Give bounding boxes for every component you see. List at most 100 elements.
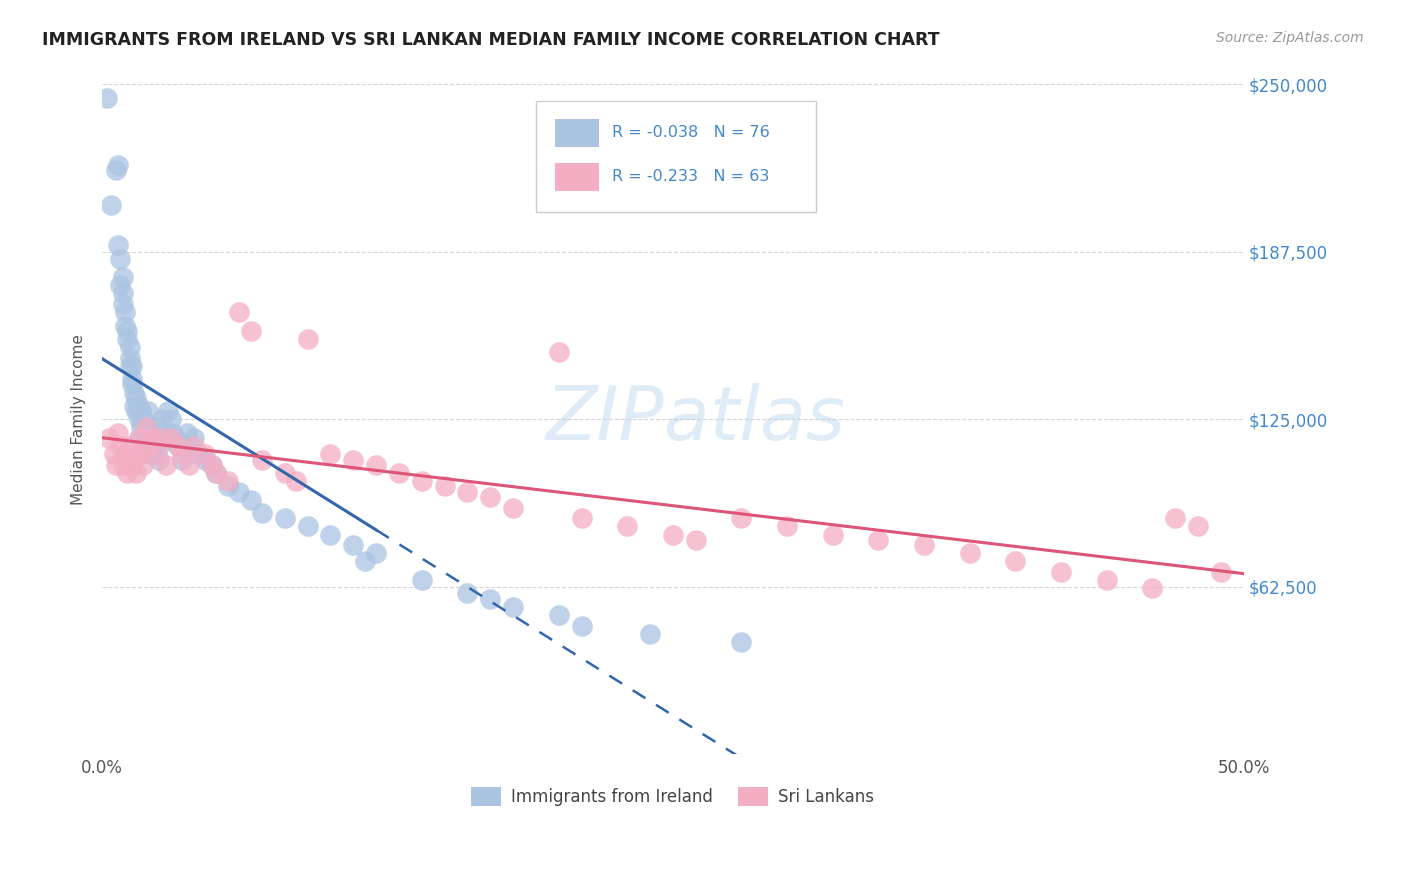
- Point: [571, 511, 593, 525]
- Point: [319, 447, 342, 461]
- Point: [121, 458, 143, 472]
- Point: [172, 447, 194, 461]
- Point: [117, 332, 139, 346]
- Point: [141, 447, 163, 461]
- Point: [776, 519, 799, 533]
- Point: [730, 634, 752, 648]
- Point: [239, 492, 262, 507]
- Point: [1004, 554, 1026, 568]
- Point: [98, 431, 121, 445]
- Point: [114, 318, 136, 333]
- Point: [502, 599, 524, 614]
- Point: [128, 431, 150, 445]
- Text: Source: ZipAtlas.com: Source: ZipAtlas.com: [1216, 31, 1364, 45]
- Point: [183, 431, 205, 445]
- Y-axis label: Median Family Income: Median Family Income: [72, 334, 86, 505]
- Point: [104, 458, 127, 472]
- Point: [342, 452, 364, 467]
- Point: [136, 431, 159, 445]
- Point: [129, 404, 152, 418]
- Point: [228, 305, 250, 319]
- Point: [96, 91, 118, 105]
- Point: [250, 452, 273, 467]
- Point: [411, 474, 433, 488]
- Point: [285, 474, 308, 488]
- Point: [342, 538, 364, 552]
- Point: [166, 439, 188, 453]
- Point: [177, 458, 200, 472]
- Point: [141, 431, 163, 445]
- Point: [155, 431, 177, 445]
- Point: [456, 586, 478, 600]
- Point: [366, 458, 388, 472]
- Point: [571, 618, 593, 632]
- Point: [187, 447, 209, 461]
- Legend: Immigrants from Ireland, Sri Lankans: Immigrants from Ireland, Sri Lankans: [465, 780, 882, 813]
- Point: [118, 340, 141, 354]
- Point: [111, 458, 134, 472]
- Point: [547, 607, 569, 622]
- Point: [201, 458, 224, 472]
- Point: [1209, 565, 1232, 579]
- Point: [1142, 581, 1164, 595]
- Point: [433, 479, 456, 493]
- Point: [201, 458, 224, 472]
- Point: [125, 404, 148, 418]
- Point: [122, 452, 145, 467]
- Text: IMMIGRANTS FROM IRELAND VS SRI LANKAN MEDIAN FAMILY INCOME CORRELATION CHART: IMMIGRANTS FROM IRELAND VS SRI LANKAN ME…: [42, 31, 939, 49]
- Point: [159, 412, 181, 426]
- Point: [132, 458, 155, 472]
- FancyBboxPatch shape: [555, 163, 599, 191]
- Point: [135, 420, 157, 434]
- Point: [132, 412, 155, 426]
- Point: [502, 500, 524, 515]
- Point: [177, 439, 200, 453]
- Point: [107, 425, 129, 440]
- Point: [411, 573, 433, 587]
- Point: [117, 466, 139, 480]
- Point: [172, 452, 194, 467]
- Point: [141, 431, 163, 445]
- Point: [122, 385, 145, 400]
- Point: [685, 533, 707, 547]
- Point: [118, 439, 141, 453]
- Point: [125, 466, 148, 480]
- Point: [135, 420, 157, 434]
- Point: [107, 158, 129, 172]
- Point: [129, 447, 152, 461]
- Point: [155, 458, 177, 472]
- Point: [194, 452, 217, 467]
- Point: [150, 431, 173, 445]
- Point: [111, 286, 134, 301]
- Point: [217, 474, 239, 488]
- Point: [205, 466, 228, 480]
- Point: [111, 297, 134, 311]
- Point: [122, 399, 145, 413]
- Point: [117, 324, 139, 338]
- Point: [205, 466, 228, 480]
- Point: [132, 439, 155, 453]
- Point: [121, 377, 143, 392]
- Point: [638, 626, 661, 640]
- Point: [146, 420, 169, 434]
- Point: [194, 447, 217, 461]
- Point: [129, 420, 152, 434]
- Point: [110, 439, 132, 453]
- Point: [1095, 573, 1118, 587]
- Point: [128, 399, 150, 413]
- Point: [148, 452, 170, 467]
- Point: [176, 425, 198, 440]
- Point: [1164, 511, 1187, 525]
- Point: [121, 359, 143, 373]
- Point: [118, 351, 141, 365]
- Point: [107, 238, 129, 252]
- Point: [111, 270, 134, 285]
- Point: [110, 278, 132, 293]
- Text: ZIPatlas: ZIPatlas: [546, 384, 846, 455]
- Point: [730, 511, 752, 525]
- Point: [150, 412, 173, 426]
- Point: [1050, 565, 1073, 579]
- Point: [912, 538, 935, 552]
- Point: [114, 447, 136, 461]
- Point: [456, 484, 478, 499]
